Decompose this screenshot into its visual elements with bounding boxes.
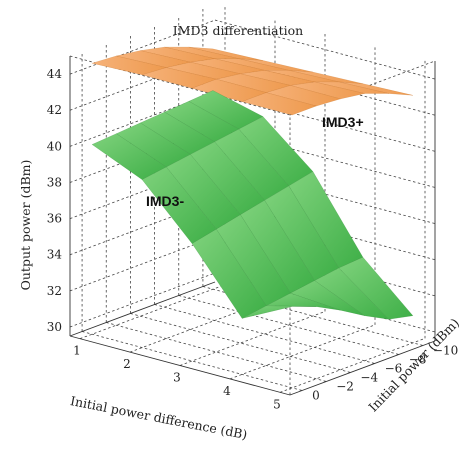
z-tick-label: 32 xyxy=(47,284,62,298)
grid-line xyxy=(229,324,376,380)
z-tick-label: 30 xyxy=(47,320,62,334)
frame-edge xyxy=(289,340,436,396)
z-tick-label: 42 xyxy=(47,103,62,117)
frame-layer xyxy=(69,56,436,396)
y-tick-label: −4 xyxy=(360,371,378,385)
grid-line xyxy=(69,164,216,219)
y-tick-label: −2 xyxy=(336,380,354,394)
x-tick-label: 4 xyxy=(223,384,231,398)
grid-line xyxy=(106,322,327,382)
y-tick-label: −8 xyxy=(409,353,427,367)
x-axis-label: Initial power difference (dB) xyxy=(69,393,249,442)
grid-line xyxy=(129,297,276,353)
z-tick-label: 44 xyxy=(47,67,63,81)
grid-line xyxy=(69,19,216,75)
x-tick-label: 3 xyxy=(173,371,181,385)
x-tick-label: 5 xyxy=(273,397,281,411)
z-tick-label: 36 xyxy=(47,212,62,226)
x-tick-label: 2 xyxy=(123,357,131,371)
grid-line xyxy=(69,91,216,147)
surface-imd3- xyxy=(91,46,413,116)
grid-line xyxy=(69,55,216,111)
grid-line xyxy=(179,311,326,366)
grid-line xyxy=(69,236,216,292)
frame-edge xyxy=(69,281,216,337)
surface-layer xyxy=(91,46,414,320)
z-axis-label: Output power (dBm) xyxy=(18,160,33,291)
surface-patch xyxy=(242,305,317,319)
y-tick-label: −6 xyxy=(385,362,403,376)
z-tick-label: 40 xyxy=(47,139,62,153)
surface-patch xyxy=(241,92,317,116)
y-tick-label: −10 xyxy=(433,344,458,358)
surface-imd3- xyxy=(91,90,414,320)
z-tick-label: 34 xyxy=(47,248,63,262)
grid-line xyxy=(69,200,216,256)
frame-edge xyxy=(69,335,291,396)
grid-line xyxy=(81,331,303,391)
series-label-imd3-plus: IMD3+ xyxy=(322,114,364,130)
grid-line xyxy=(69,272,216,328)
series-label-imd3-minus: IMD3- xyxy=(146,193,184,209)
grid-line xyxy=(79,284,226,340)
grid-line xyxy=(130,313,351,373)
grid-line xyxy=(279,337,426,393)
y-axis-label: Initial power (dBm) xyxy=(365,315,462,414)
chart-title: IMD3 differentiation xyxy=(173,23,303,38)
z-tick-label: 38 xyxy=(47,175,62,189)
x-tick-label: 1 xyxy=(73,344,81,358)
y-tick-label: 0 xyxy=(312,389,320,403)
